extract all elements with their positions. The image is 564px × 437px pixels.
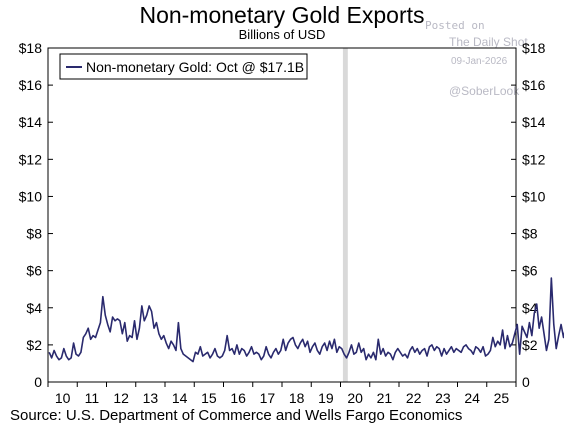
- y-tick-label-left: $8: [26, 226, 42, 242]
- x-tick-label: 22: [406, 390, 422, 406]
- x-tick-label: 25: [494, 390, 510, 406]
- plot-frame: [47, 47, 517, 383]
- x-tick-label: 10: [55, 390, 71, 406]
- x-tick-label: 24: [464, 390, 480, 406]
- y-tick-label-left: $12: [19, 151, 43, 167]
- y-tick-label-right: 0: [522, 374, 530, 390]
- y-tick-label-right: $8: [522, 226, 538, 242]
- shaded-period: [342, 48, 348, 382]
- x-tick-label: 20: [347, 390, 363, 406]
- y-tick-label-left: $2: [26, 337, 42, 353]
- x-tick-label: 14: [172, 390, 188, 406]
- watermark-handle: @SoberLook: [449, 84, 520, 98]
- y-tick-label-right: $10: [522, 188, 546, 204]
- x-tick-label: 12: [113, 390, 129, 406]
- y-tick-label-left: $18: [19, 40, 43, 56]
- x-tick-label: 23: [435, 390, 451, 406]
- x-tick-label: 21: [377, 390, 393, 406]
- y-tick-label-left: 0: [34, 374, 42, 390]
- legend-box: [59, 53, 308, 80]
- y-tick-label-right: $16: [522, 77, 546, 93]
- x-tick-label: 15: [201, 390, 217, 406]
- y-tick-label-right: $12: [522, 151, 546, 167]
- series-line-non-monetary-gold: [48, 277, 564, 363]
- y-tick-label-right: $4: [522, 300, 538, 316]
- x-tick-label: 16: [230, 390, 246, 406]
- watermark-date: 09-Jan-2026: [451, 56, 508, 67]
- y-tick-label-right: $14: [522, 114, 546, 130]
- watermark-posted: Posted on: [425, 19, 485, 32]
- y-tick-label-right: $18: [522, 40, 546, 56]
- x-tick-label: 11: [85, 390, 100, 406]
- source-note: Source: U.S. Department of Commerce and …: [10, 407, 463, 424]
- watermark-site: The Daily Shot: [449, 35, 528, 49]
- x-tick-label: 13: [143, 390, 159, 406]
- legend-label: Non-monetary Gold: Oct @ $17.1B: [86, 59, 304, 75]
- y-tick-label-left: $4: [26, 300, 42, 316]
- y-tick-label-left: $6: [26, 263, 42, 279]
- x-tick-label: 18: [289, 390, 305, 406]
- y-tick-label-left: $16: [19, 77, 43, 93]
- y-tick-label-right: $6: [522, 263, 538, 279]
- y-tick-label-left: $14: [19, 114, 43, 130]
- y-tick-label-left: $10: [19, 188, 43, 204]
- y-tick-label-right: $2: [522, 337, 538, 353]
- x-tick-label: 19: [318, 390, 334, 406]
- chart-subtitle: Billions of USD: [238, 27, 326, 42]
- x-tick-label: 17: [260, 390, 276, 406]
- chart-title: Non-monetary Gold Exports: [139, 2, 425, 28]
